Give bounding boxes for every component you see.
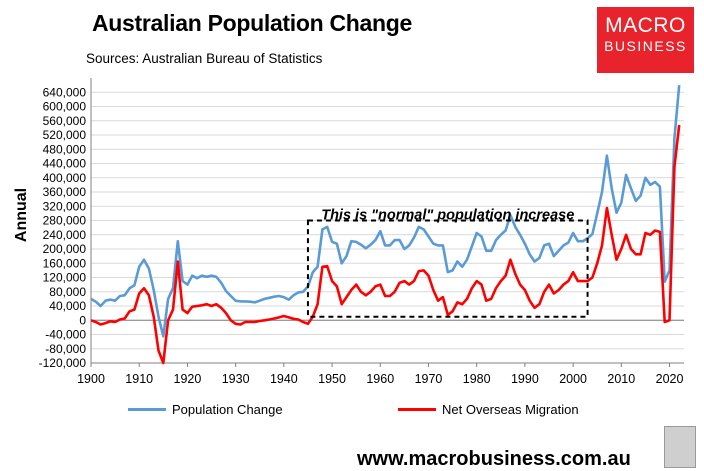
x-tick-label: 1980 [463, 372, 491, 386]
y-tick-label: 640,000 [43, 85, 87, 99]
x-tick-label: 2010 [607, 372, 635, 386]
x-tick-label: 1970 [415, 372, 443, 386]
y-tick-label: 280,000 [43, 214, 87, 228]
y-tick-label: 240,000 [43, 228, 87, 242]
series-line-net-overseas-migration [90, 124, 681, 365]
website-url: www.macrobusiness.com.au [357, 448, 631, 470]
y-tick-label: -120,000 [39, 356, 87, 370]
legend-label-population-change: Population Change [172, 402, 283, 417]
wolf-logo-icon [664, 426, 696, 468]
legend-item-population-change: Population Change [128, 402, 283, 417]
macrobusiness-logo: MACRO BUSINESS [597, 7, 694, 73]
x-tick-label: 1920 [174, 372, 202, 386]
chart-title: Australian Population Change [92, 10, 413, 36]
x-tick-label: 2000 [559, 372, 587, 386]
logo-text-macro: MACRO [605, 14, 686, 37]
annotation-text: This is "normal" population increase [321, 208, 574, 224]
x-tick-label: 1900 [77, 372, 105, 386]
y-tick-label: -40,000 [45, 328, 86, 342]
x-tick-label: 1990 [511, 372, 539, 386]
y-tick-label: 440,000 [43, 157, 87, 171]
logo-text-business: BUSINESS [604, 38, 687, 54]
y-tick-label: 520,000 [43, 128, 87, 142]
y-tick-label: 600,000 [43, 100, 87, 114]
x-tick-label: 1930 [222, 372, 250, 386]
series-line-population-change [90, 84, 681, 338]
legend-swatch-population-change [128, 408, 166, 411]
y-tick-label: 360,000 [43, 185, 87, 199]
y-tick-label: 120,000 [43, 271, 87, 285]
series [90, 84, 681, 365]
legend-swatch-net-overseas-migration [398, 408, 436, 411]
chart-subtitle: Sources: Australian Bureau of Statistics [86, 51, 323, 66]
y-tick-label: 200,000 [43, 242, 87, 256]
x-tick-label: 1950 [318, 372, 346, 386]
y-tick-label: 80,000 [49, 285, 86, 299]
x-tick-label: 2020 [656, 372, 684, 386]
y-tick-label: -80,000 [45, 342, 86, 356]
legend-label-net-overseas-migration: Net Overseas Migration [442, 402, 579, 417]
y-tick-label: 160,000 [43, 256, 87, 270]
x-tick-label: 1940 [270, 372, 298, 386]
annotation: This is "normal" population increase [306, 208, 589, 318]
x-tick-label: 1910 [125, 372, 153, 386]
y-tick-label: 400,000 [43, 171, 87, 185]
y-tick-label: 480,000 [43, 142, 87, 156]
y-tick-label: 320,000 [43, 199, 87, 213]
y-tick-label: 560,000 [43, 114, 87, 128]
y-tick-label: 0 [79, 313, 86, 327]
axes: -120,000-80,000-40,000040,00080,000120,0… [39, 78, 684, 386]
population-chart: -120,000-80,000-40,000040,00080,000120,0… [39, 78, 684, 386]
y-axis-label: Annual [13, 187, 30, 243]
annotation-box [306, 219, 589, 318]
legend-item-net-overseas-migration: Net Overseas Migration [398, 402, 579, 417]
x-tick-label: 1960 [366, 372, 394, 386]
y-tick-label: 40,000 [49, 299, 86, 313]
